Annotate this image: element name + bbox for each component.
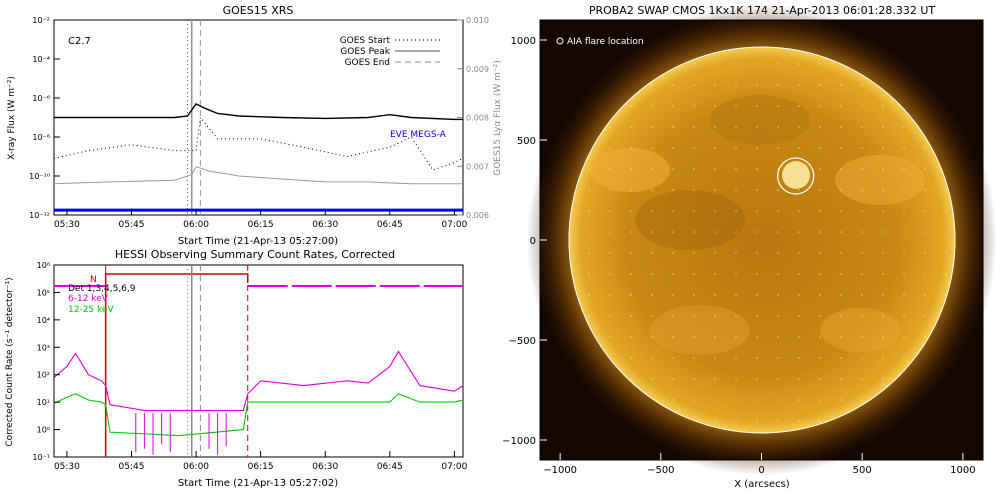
goes-x-tick-label: 06:45	[377, 220, 403, 230]
hessi-y-axis-label: Corrected Count Rate (s⁻¹ detector⁻¹)	[5, 277, 15, 446]
goes-series-line	[54, 103, 463, 121]
hessi-plot-frame	[53, 264, 464, 458]
hessi-x-tick-label: 07:00	[441, 462, 467, 472]
goes-x-tick-label: 05:30	[54, 220, 80, 230]
goes-y-tick-label: 10⁻⁶	[32, 94, 50, 103]
goes-legend-peak-label: GOES Peak	[340, 47, 390, 57]
goes-x-tick-label: 07:00	[441, 220, 467, 230]
hessi-y-tick-label: 10⁻¹	[32, 453, 50, 462]
goes-series-line	[54, 166, 463, 185]
goes-x-tick-label: 05:45	[119, 220, 145, 230]
goes-y2-tick-label: 0.010	[466, 16, 489, 25]
swap-y-tick-label: 0	[530, 236, 536, 247]
goes-y2-tick-label: 0.009	[466, 65, 489, 74]
swap-y-tick-label: 500	[517, 136, 536, 147]
goes-y-tick-label: 10⁻⁸	[32, 133, 50, 142]
goes-legend-start-label: GOES Start	[340, 36, 391, 46]
goes-y-axis-label: X-ray Flux (W m⁻²)	[7, 76, 17, 160]
swap-x-tick-label: 0	[758, 465, 764, 476]
hessi-night-marker: N	[90, 275, 97, 285]
swap-x-tick-label: 500	[853, 465, 872, 476]
flare-legend-circle	[556, 37, 564, 45]
goes-x-tick-label: 06:00	[183, 220, 209, 230]
swap-x-tick-label: 1000	[950, 465, 975, 476]
hessi-y-tick-label: 10⁵	[37, 288, 50, 297]
goes-y2-axis-label: GOES15 Lyα Flux (W m⁻²)	[493, 60, 503, 176]
swap-y-tick-label: −1000	[502, 436, 536, 447]
hessi-x-tick-label: 06:15	[248, 462, 274, 472]
solar-limb	[568, 46, 956, 434]
hessi-legend-12-25kev: 12-25 keV	[68, 305, 114, 315]
goes-series-line	[54, 116, 463, 171]
hessi-x-tick-label: 05:30	[54, 462, 80, 472]
hessi-y-tick-label: 10⁰	[37, 426, 50, 435]
goes-title: GOES15 XRS	[223, 4, 294, 17]
hessi-x-tick-label: 05:45	[119, 462, 145, 472]
hessi-series-line	[54, 350, 463, 411]
goes-legend: GOES Start GOES Peak GOES End	[340, 36, 440, 68]
swap-x-tick-label: −500	[647, 465, 674, 476]
hessi-series-line	[54, 393, 463, 437]
goes-y-tick-label: 10⁻¹²	[29, 211, 50, 220]
hessi-legend-6-12kev: 6-12 keV	[68, 294, 109, 304]
hessi-x-axis-label: Start Time (21-Apr-13 05:27:02)	[178, 478, 338, 489]
goes-x-tick-label: 06:15	[248, 220, 274, 230]
hessi-y-tick-label: 10⁴	[37, 316, 50, 325]
goes-y2-tick-label: 0.007	[466, 162, 489, 171]
hessi-panel: HESSI Observing Summary Count Rates, Cor…	[5, 248, 468, 489]
goes-y-tick-label: 10⁻⁴	[32, 55, 50, 64]
goes-class-annotation: C2.7	[68, 36, 91, 47]
hessi-x-tick-label: 06:45	[377, 462, 403, 472]
hessi-title: HESSI Observing Summary Count Rates, Cor…	[115, 248, 395, 261]
swap-y-tick-label: −500	[509, 336, 536, 347]
goes-x-axis-label: Start Time (21-Apr-13 05:27:00)	[178, 236, 338, 247]
hessi-x-tick-label: 06:30	[312, 462, 338, 472]
goes-y-tick-label: 10⁻¹⁰	[29, 172, 50, 181]
swap-x-tick-label: −1000	[543, 465, 577, 476]
flare-location-circle	[777, 157, 815, 195]
swap-x-axis-label: X (arcsecs)	[734, 479, 790, 490]
goes-y2-tick-label: 0.008	[466, 114, 489, 123]
swap-y-tick-label: 1000	[511, 36, 536, 47]
goes-y2-tick-label: 0.006	[466, 211, 489, 220]
hessi-legend-detectors: Det 1,3,4,5,6,9	[68, 284, 136, 294]
hessi-y-tick-label: 10²	[37, 371, 50, 380]
goes-y-tick-label: 10⁻²	[32, 16, 50, 25]
goes-eve-label: EVE MEGS-A	[390, 130, 447, 140]
hessi-y-tick-label: 10⁸	[37, 261, 50, 270]
goes-legend-end-label: GOES End	[345, 58, 390, 68]
hessi-y-tick-label: 10¹	[37, 398, 50, 407]
goes-panel: GOES15 XRS 05:30 05:45 06:00 06:15 06:30 06:4…	[7, 4, 503, 247]
goes-x-tick-label: 06:30	[312, 220, 338, 230]
flare-legend-label: AIA flare location	[567, 37, 644, 47]
hessi-x-tick-label: 06:00	[183, 462, 209, 472]
hessi-y-tick-label: 10³	[37, 343, 50, 352]
